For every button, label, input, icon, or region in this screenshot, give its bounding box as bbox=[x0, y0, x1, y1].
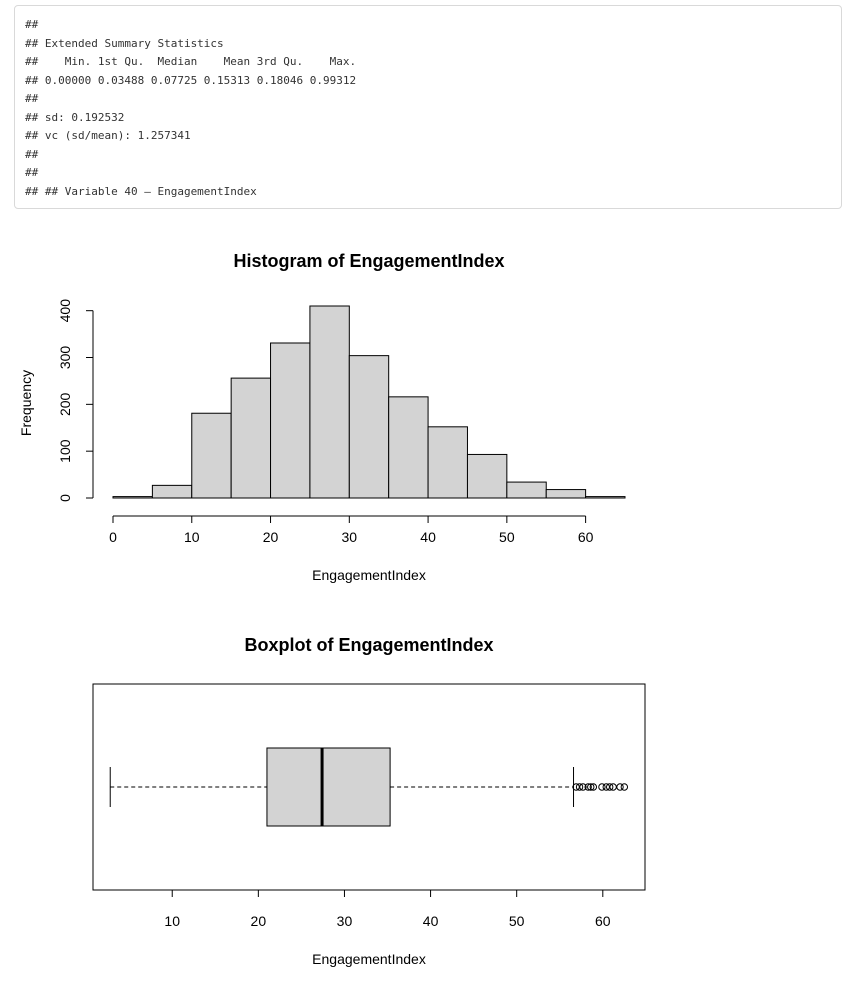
boxplot-x-axis: 10 20 30 40 50 60 bbox=[164, 889, 611, 929]
boxplot-x-tick-label: 10 bbox=[164, 913, 180, 929]
histogram-x-tick-label: 10 bbox=[184, 529, 200, 545]
histogram-bar bbox=[151, 484, 193, 499]
boxplot-x-tick-label: 30 bbox=[337, 913, 353, 929]
console-line: ## sd: 0.192532 bbox=[25, 110, 125, 124]
boxplot-outlier-point bbox=[598, 783, 606, 791]
histogram-y-tick-label: 400 bbox=[57, 299, 73, 323]
histogram-x-axis: 0 10 20 30 40 50 60 bbox=[109, 515, 594, 545]
console-line: ## ## Variable 40 — EngagementIndex bbox=[25, 184, 257, 198]
boxplot-outlier-point bbox=[616, 783, 624, 791]
histogram-bar bbox=[388, 396, 429, 499]
histogram-bar bbox=[309, 305, 350, 499]
boxplot-outlier-point bbox=[587, 783, 595, 791]
boxplot-box bbox=[266, 747, 391, 827]
histogram-bar bbox=[545, 489, 587, 499]
histogram-y-tick-label: 0 bbox=[57, 494, 73, 502]
histogram-y-tick-label: 300 bbox=[57, 346, 73, 370]
boxplot-outlier-point bbox=[589, 783, 598, 791]
console-line: ## Min. 1st Qu. Median Mean 3rd Qu. Max. bbox=[25, 55, 357, 68]
console-line: ## Extended Summary Statistics bbox=[25, 36, 224, 50]
histogram-x-label: EngagementIndex bbox=[312, 567, 426, 583]
boxplot-outlier-point bbox=[584, 783, 592, 791]
console-line: ## 0.00000 0.03488 0.07725 0.15313 0.180… bbox=[25, 73, 357, 87]
boxplot-outlier-point bbox=[605, 783, 614, 791]
histogram-bar bbox=[585, 496, 626, 499]
histogram-x-tick-label: 0 bbox=[109, 529, 117, 545]
console-line: ## bbox=[25, 18, 39, 31]
histogram-bar bbox=[230, 377, 272, 499]
boxplot-x-tick-label: 40 bbox=[423, 913, 439, 929]
boxplot-title: Boxplot of EngagementIndex bbox=[244, 635, 493, 655]
boxplot-x-tick-label: 50 bbox=[509, 913, 525, 929]
console-line: ## bbox=[25, 147, 39, 161]
histogram-x-tick-label: 40 bbox=[420, 529, 436, 545]
histogram-y-tick-label: 100 bbox=[57, 439, 73, 463]
boxplot-chart: Boxplot of EngagementIndex 10 20 30 40 50 60 … bbox=[92, 635, 646, 967]
histogram-bars bbox=[112, 305, 626, 499]
histogram-bar bbox=[466, 453, 508, 499]
histogram-bar bbox=[427, 426, 468, 499]
console-output: ## ## Extended Summary Statistics ## Min… bbox=[14, 5, 842, 209]
histogram-y-tick-label: 200 bbox=[57, 392, 73, 416]
histogram-y-axis: 0 100 200 300 400 bbox=[57, 299, 94, 502]
histogram-x-tick-label: 50 bbox=[499, 529, 515, 545]
histogram-bar bbox=[506, 481, 547, 499]
histogram-title: Histogram of EngagementIndex bbox=[233, 251, 504, 271]
boxplot-x-tick-label: 60 bbox=[595, 913, 611, 929]
console-line: ## vc (sd/mean): 1.257341 bbox=[25, 129, 191, 142]
histogram-y-label: Frequency bbox=[18, 370, 34, 436]
histogram-x-tick-label: 20 bbox=[263, 529, 279, 545]
histogram-bar bbox=[348, 355, 390, 499]
histogram-x-tick-label: 30 bbox=[342, 529, 358, 545]
histogram-bar bbox=[191, 412, 232, 499]
histogram-bar bbox=[112, 496, 153, 499]
console-line: ## bbox=[25, 92, 39, 105]
histogram-bar bbox=[270, 342, 311, 499]
boxplot-outlier-point bbox=[575, 783, 584, 791]
histogram-chart: Histogram of EngagementIndex 01002003004… bbox=[18, 251, 626, 583]
boxplot-x-tick-label: 20 bbox=[251, 913, 267, 929]
boxplot-outlier-point bbox=[579, 783, 587, 791]
boxplot-outlier-point bbox=[620, 783, 629, 791]
boxplot-x-label: EngagementIndex bbox=[312, 951, 426, 967]
histogram-x-tick-label: 60 bbox=[578, 529, 594, 545]
console-line: ## bbox=[25, 166, 39, 179]
boxplot-marks bbox=[109, 747, 629, 827]
